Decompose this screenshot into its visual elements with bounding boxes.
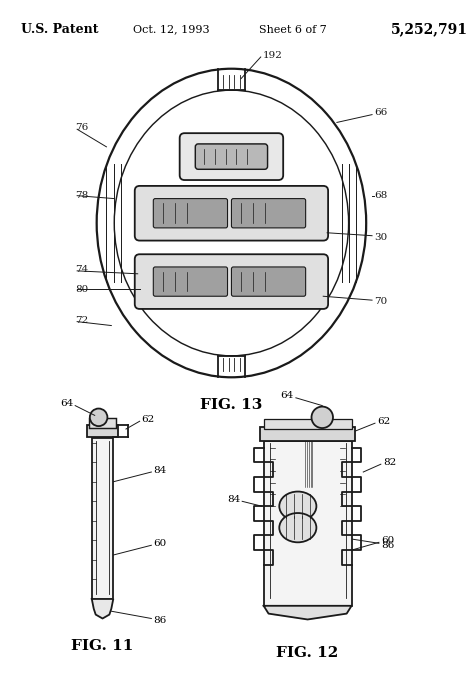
Text: 64: 64 [60, 400, 73, 408]
Text: 5,252,791: 5,252,791 [391, 23, 468, 37]
FancyBboxPatch shape [153, 198, 228, 228]
Bar [92, 438, 113, 599]
Text: U.S. Patent: U.S. Patent [21, 23, 99, 36]
FancyBboxPatch shape [231, 267, 306, 296]
Text: 66: 66 [374, 108, 387, 117]
Ellipse shape [279, 491, 316, 521]
Text: 78: 78 [75, 191, 89, 200]
Text: 76: 76 [75, 122, 89, 132]
Circle shape [90, 409, 108, 426]
Text: 62: 62 [142, 415, 155, 424]
Text: FIG. 12: FIG. 12 [276, 646, 339, 660]
Text: 70: 70 [374, 296, 387, 306]
Text: 62: 62 [377, 417, 390, 426]
FancyBboxPatch shape [231, 198, 306, 228]
Polygon shape [264, 606, 352, 619]
Circle shape [311, 406, 333, 428]
Text: 74: 74 [75, 265, 89, 274]
Bar [264, 419, 352, 429]
Text: 84: 84 [153, 466, 166, 475]
Text: 86: 86 [381, 541, 394, 550]
Text: 192: 192 [263, 51, 283, 60]
FancyBboxPatch shape [135, 186, 328, 241]
Text: 72: 72 [75, 316, 89, 325]
Polygon shape [92, 599, 113, 619]
Text: 68: 68 [374, 191, 387, 200]
Text: 86: 86 [153, 616, 166, 625]
FancyBboxPatch shape [180, 133, 283, 180]
Text: FIG. 11: FIG. 11 [72, 639, 134, 653]
Bar [89, 418, 116, 428]
Text: 60: 60 [381, 536, 394, 545]
FancyBboxPatch shape [135, 254, 328, 309]
Text: Oct. 12, 1993: Oct. 12, 1993 [133, 24, 209, 35]
Bar [260, 427, 356, 441]
Ellipse shape [279, 513, 316, 542]
Ellipse shape [97, 69, 366, 377]
Text: 64: 64 [281, 391, 294, 400]
Bar [87, 425, 118, 437]
Text: FIG. 13: FIG. 13 [200, 397, 263, 411]
Text: 30: 30 [374, 233, 387, 242]
Text: 60: 60 [153, 539, 166, 548]
Text: 82: 82 [383, 458, 396, 467]
FancyBboxPatch shape [195, 144, 267, 169]
Text: 80: 80 [75, 285, 89, 294]
FancyBboxPatch shape [153, 267, 228, 296]
Text: Sheet 6 of 7: Sheet 6 of 7 [259, 24, 327, 35]
Text: 84: 84 [227, 495, 240, 504]
Bar [264, 441, 352, 606]
